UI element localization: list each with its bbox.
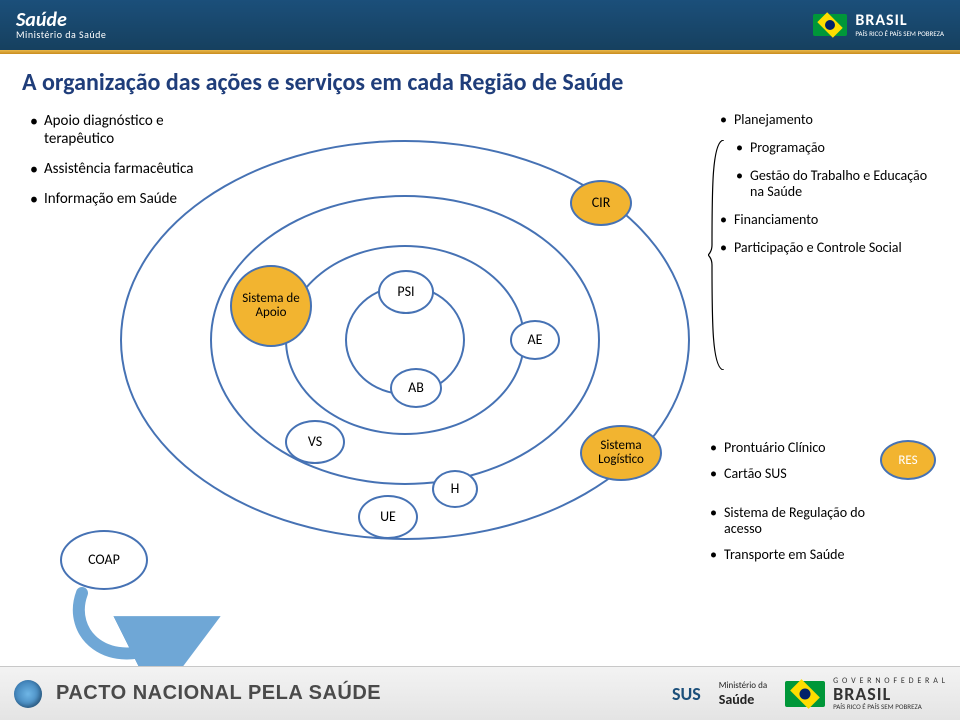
footer-sus-logo: SUS	[672, 683, 701, 705]
diagram-area: Sistema de Apoio VS UE PSI AB H AE CIR S…	[80, 100, 720, 600]
footer-sus-text: SUS	[672, 683, 701, 705]
header-brasil-block: BRASIL PAÍS RICO É PAÍS SEM POBREZA	[813, 12, 944, 37]
right-bottom-1: Transporte em Saúde	[710, 547, 900, 563]
header-logo-sub: Ministério da Saúde	[16, 30, 106, 40]
right-bullet-list-mid: Prontuário Clínico Cartão SUS	[710, 440, 900, 492]
header-logo: Saúde Ministério da Saúde	[16, 10, 106, 40]
node-sistema-apoio: Sistema de Apoio	[230, 265, 312, 347]
right-bullet-list-top: Planejamento Programação Gestão do Traba…	[720, 112, 930, 269]
node-sistema-logistico: Sistema Logístico	[580, 425, 662, 481]
node-cir: CIR	[570, 180, 632, 226]
page-title: A organização das ações e serviços em ca…	[0, 54, 960, 99]
footer-badge-icon	[14, 680, 42, 708]
footer-gov-bottom: PAÍS RICO É PAÍS SEM POBREZA	[833, 703, 946, 710]
header-brasil: BRASIL	[855, 12, 944, 30]
node-ae: AE	[510, 320, 560, 360]
footer-gov-text: G O V E R N O F E D E R A L BRASIL PAÍS …	[833, 677, 946, 710]
coap-arrow-icon	[72, 588, 192, 678]
footer-ministerio: Ministério da Saúde	[719, 680, 767, 708]
node-coap: COAP	[60, 530, 148, 590]
header-logo-main: Saúde	[16, 10, 106, 30]
footer-right-block: SUS Ministério da Saúde G O V E R N O F …	[672, 677, 946, 710]
footer-pacto-text: PACTO NACIONAL PELA SAÚDE	[56, 682, 381, 705]
header-brasil-sub: PAÍS RICO É PAÍS SEM POBREZA	[855, 30, 944, 38]
header-bar: Saúde Ministério da Saúde BRASIL PAÍS RI…	[0, 0, 960, 50]
footer-bar: PACTO NACIONAL PELA SAÚDE SUS Ministério…	[0, 666, 960, 720]
right-bottom-0: Sistema de Regulação do acesso	[710, 505, 900, 537]
right-top-4: Participação e Controle Social	[720, 240, 930, 256]
header-brasil-text: BRASIL PAÍS RICO É PAÍS SEM POBREZA	[855, 12, 944, 37]
node-psi: PSI	[378, 270, 434, 314]
right-top-1: Programação	[720, 140, 930, 156]
brazil-flag-icon	[785, 681, 825, 707]
footer-gov-block: G O V E R N O F E D E R A L BRASIL PAÍS …	[785, 677, 946, 710]
node-h: H	[432, 470, 478, 508]
brazil-flag-icon	[813, 14, 847, 36]
node-res: RES	[880, 440, 936, 480]
right-mid-0: Prontuário Clínico	[710, 440, 900, 456]
right-top-2: Gestão do Trabalho e Educação na Saúde	[720, 168, 930, 200]
footer-gov-mid: BRASIL	[833, 685, 946, 703]
right-bullet-list-bottom: Sistema de Regulação do acesso Transport…	[710, 505, 900, 573]
right-mid-1: Cartão SUS	[710, 466, 900, 482]
right-top-0: Planejamento	[720, 112, 930, 128]
node-vs: VS	[285, 420, 345, 464]
footer-mini-top: Ministério da	[719, 680, 767, 691]
node-ue: UE	[358, 495, 418, 539]
right-top-3: Financiamento	[720, 212, 930, 228]
node-ab: AB	[390, 368, 442, 408]
footer-mini-bottom: Saúde	[719, 691, 755, 708]
